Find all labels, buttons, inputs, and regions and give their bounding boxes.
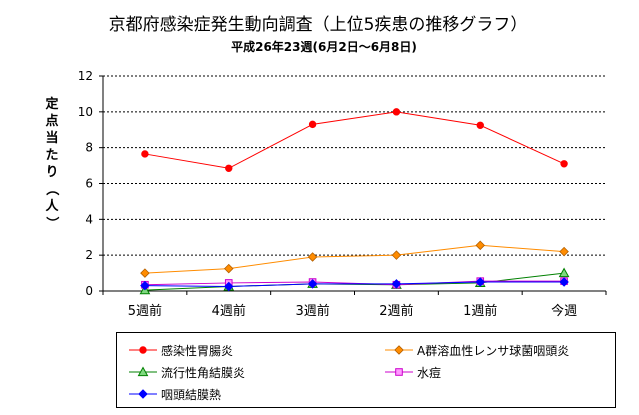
x-tick-label: 4週前 <box>212 303 246 319</box>
y-axis-label-char: 人 <box>45 198 59 214</box>
y-axis-label-char: 定 <box>44 96 58 112</box>
legend-swatch <box>385 345 413 355</box>
data-point <box>391 250 402 260</box>
y-tick-label: 6 <box>85 177 93 191</box>
x-tick-label: 1週前 <box>463 303 497 319</box>
data-point <box>560 160 568 168</box>
legend-item: A群溶血性レンサ球菌咽頭炎 <box>385 341 569 359</box>
legend-marker <box>137 366 149 377</box>
y-axis-label-char: 当 <box>45 130 58 146</box>
legend: 感染性胃腸炎 A群溶血性レンサ球菌咽頭炎流行性角結膜炎 水痘咽頭結膜熱 <box>116 332 616 408</box>
data-point <box>307 252 318 262</box>
x-tick-label: 2週前 <box>379 303 413 319</box>
legend-swatch <box>129 366 157 377</box>
legend-item: 水痘 <box>385 363 441 381</box>
legend-marker <box>138 389 148 399</box>
data-point <box>475 277 486 287</box>
data-point <box>559 246 569 257</box>
legend-label: 水痘 <box>417 365 442 380</box>
data-point <box>140 268 150 278</box>
data-point <box>559 277 569 287</box>
series-line <box>144 281 565 288</box>
data-point <box>141 150 149 158</box>
gridlines <box>103 75 606 256</box>
y-tick-label: 8 <box>85 141 93 155</box>
y-axis-label-char: ） <box>44 216 60 229</box>
legend-label: A群溶血性レンサ球菌咽頭炎 <box>417 343 570 358</box>
legend-item: 流行性角結膜炎 <box>129 363 245 381</box>
legend-label: 流行性角結膜炎 <box>161 365 246 380</box>
data-point <box>475 240 486 251</box>
y-tick-label: 4 <box>85 212 93 226</box>
series-lines <box>139 108 570 295</box>
series-line <box>144 111 565 169</box>
x-tick-label: 5週前 <box>128 303 162 319</box>
x-tick-label: 3週前 <box>295 303 329 319</box>
legend-marker <box>395 368 403 376</box>
data-point <box>391 279 402 289</box>
y-axis-label-char: り <box>45 165 58 180</box>
data-point <box>392 108 401 116</box>
legend-swatch <box>129 389 157 399</box>
data-point <box>307 279 318 289</box>
legend-swatch <box>385 368 413 376</box>
y-tick-label: 2 <box>85 248 93 262</box>
x-tick-labels: 5週前 4週前 3週前 2週前 1週前 今週 <box>128 303 577 319</box>
data-point <box>225 164 233 172</box>
y-axis-label-char: た <box>45 148 58 163</box>
data-point <box>308 120 317 129</box>
y-tick-label: 10 <box>78 105 93 119</box>
axes <box>99 75 607 295</box>
chart-title: 京都府感染症発生動向調査（上位5疾患の推移グラフ） <box>109 15 528 35</box>
data-point <box>476 121 484 129</box>
series-line <box>144 244 565 274</box>
legend-item: 感染性胃腸炎 <box>129 341 233 359</box>
y-tick-labels: 0 2 4 6 8 10 12 <box>78 69 93 298</box>
y-tick-label: 0 <box>85 284 93 298</box>
y-tick-label: 12 <box>78 69 93 83</box>
legend-label: 咽頭結膜熱 <box>161 387 222 402</box>
legend-item: 咽頭結膜熱 <box>129 385 221 403</box>
data-point <box>223 281 234 292</box>
legend-marker <box>394 345 404 355</box>
legend-swatch <box>129 346 157 354</box>
data-point <box>558 267 570 278</box>
chart-subtitle: 平成26年23週(6月2日～6月8日) <box>231 39 417 54</box>
data-point <box>140 280 150 291</box>
y-axis-label-char: （ <box>44 182 60 195</box>
data-point <box>223 263 234 274</box>
y-axis-label-char: 点 <box>45 113 58 129</box>
chart: 京都府感染症発生動向調査（上位5疾患の推移グラフ） 平成26年23週(6月2日～… <box>44 15 607 319</box>
legend-marker <box>139 346 147 354</box>
x-tick-label: 今週 <box>551 303 577 319</box>
legend-label: 感染性胃腸炎 <box>161 343 234 358</box>
